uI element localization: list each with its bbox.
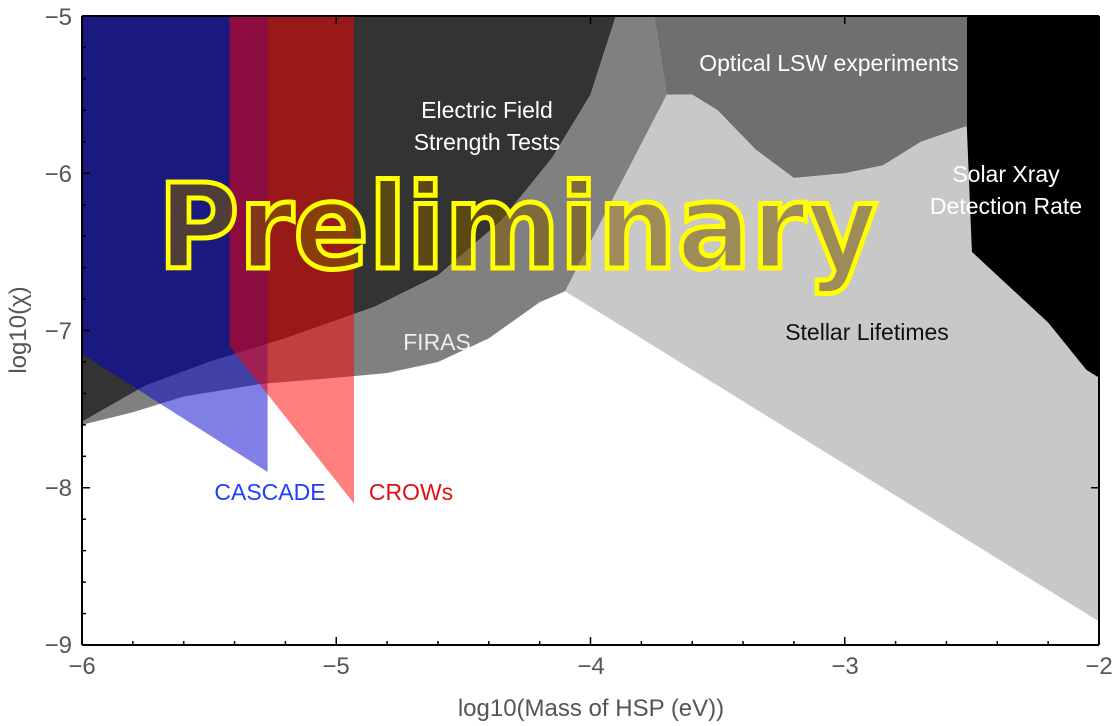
label-firas: FIRAS [403,329,471,355]
y-tick-label: −5 [45,4,72,31]
y-tick-label: −8 [45,475,72,502]
region-optical-lsw-experiments [654,16,967,178]
x-tick-labels: −6 −5 −4 −3 −2 [68,653,1112,680]
y-tick-label: −6 [45,161,72,188]
plot-frame [81,15,1100,646]
preliminary-watermark: Preliminary [158,158,878,296]
label-crows: CROWs [369,479,453,505]
x-tick-label: −3 [831,653,858,680]
region-crows [229,16,354,504]
y-axis-title: log10(χ) [5,286,32,373]
label-solar-xray-line2: Detection Rate [930,193,1082,219]
region-solar-xray-detection-rate [966,16,1099,378]
x-tick-label: −6 [68,653,95,680]
y-tick-labels: −9 −8 −7 −6 −5 [45,4,72,659]
y-tick-label: −9 [45,632,72,659]
label-electric-field-line2: Strength Tests [414,129,561,155]
y-tick-label: −7 [45,318,72,345]
ticks [81,15,1100,646]
region-stellar-lifetimes [565,16,1099,622]
x-tick-label: −2 [1085,653,1112,680]
label-solar-xray-line1: Solar Xray [952,161,1060,187]
x-tick-label: −4 [577,653,604,680]
label-cascade: CASCADE [214,479,325,505]
region-firas [82,16,667,425]
region-labels: Electric Field Strength Tests FIRAS Opti… [214,50,1082,505]
x-axis-title: log10(Mass of HSP (eV)) [458,695,724,722]
exclusion-regions [82,16,1099,622]
label-optical-lsw: Optical LSW experiments [699,50,958,76]
label-electric-field-line1: Electric Field [421,97,553,123]
x-tick-label: −5 [322,653,349,680]
plot-area [82,16,1099,622]
label-stellar-lifetimes: Stellar Lifetimes [785,319,949,345]
region-cascade [82,16,268,472]
